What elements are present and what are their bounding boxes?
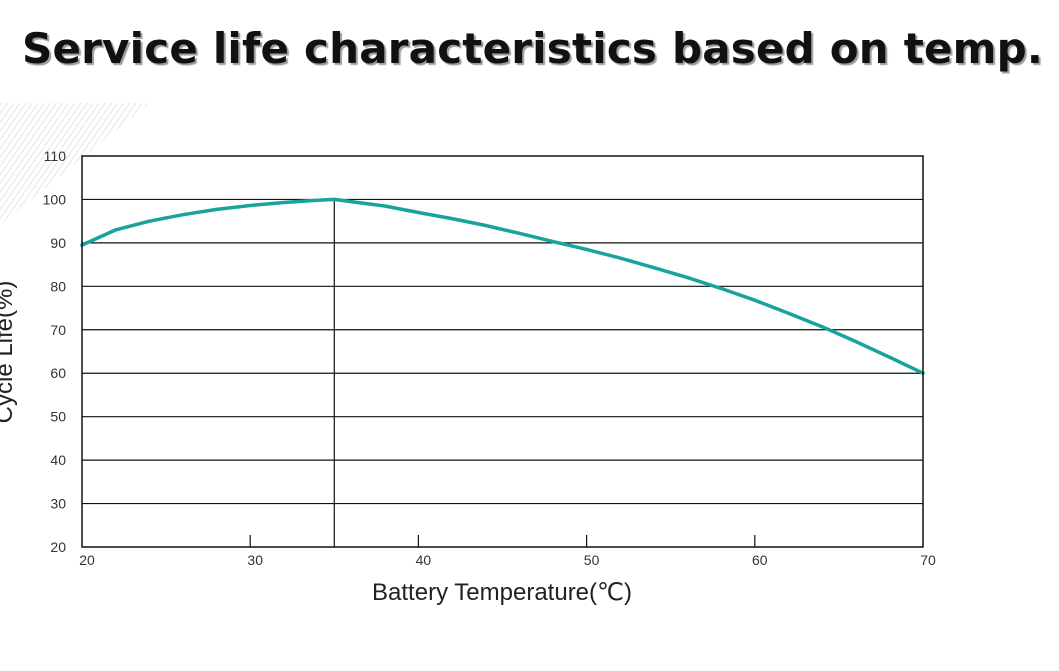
data-point	[517, 231, 521, 235]
data-point	[349, 200, 353, 204]
y-axis-label: Cycle Life(%)	[0, 281, 18, 424]
x-tick-label: 70	[920, 552, 936, 568]
data-point	[887, 355, 891, 359]
grid-lines	[82, 198, 923, 505]
x-tick-label: 20	[79, 552, 95, 568]
data-point	[854, 339, 858, 344]
y-tick-label: 30	[50, 496, 66, 512]
data-point	[450, 216, 454, 221]
x-tick-label: 60	[752, 552, 768, 568]
data-point	[147, 219, 151, 223]
y-tick-label: 110	[44, 148, 67, 164]
x-axis-label: Battery Temperature(℃)	[372, 579, 632, 606]
y-tick-label: 80	[50, 278, 66, 294]
data-point	[383, 204, 387, 208]
data-point	[484, 223, 488, 228]
data-point	[416, 210, 420, 215]
data-point	[248, 203, 252, 208]
y-tick-label: 70	[50, 322, 66, 338]
data-point	[652, 266, 656, 270]
y-tick-label: 40	[50, 452, 66, 468]
plot-frame	[81, 155, 924, 548]
data-point	[214, 207, 219, 212]
plot-area	[82, 156, 923, 547]
x-tick-marks	[249, 535, 756, 547]
data-point	[753, 298, 757, 302]
series-layer	[80, 197, 925, 375]
y-tick-label: 20	[50, 539, 66, 555]
x-tick-label: 40	[416, 552, 432, 568]
data-point	[719, 286, 723, 291]
data-point	[315, 198, 320, 202]
data-point	[332, 197, 336, 202]
data-point	[282, 200, 286, 205]
decorative-hatch	[0, 103, 150, 225]
data-point	[820, 325, 824, 329]
y-tick-label: 90	[50, 235, 66, 251]
x-tick-labels: 20 30 40 50 60 70	[79, 552, 936, 568]
data-point	[618, 256, 622, 260]
data-point	[786, 311, 791, 315]
data-point	[114, 228, 118, 232]
x-tick-label: 50	[584, 552, 600, 568]
data-point	[551, 239, 555, 244]
y-tick-label: 50	[50, 409, 66, 425]
y-tick-label: 60	[50, 365, 66, 381]
data-point	[685, 276, 690, 280]
y-tick-label: 100	[43, 191, 67, 207]
data-point	[585, 247, 589, 252]
x-tick-label: 30	[247, 552, 263, 568]
y-tick-labels: 20 30 40 50 60 70 80 90 100 110	[43, 148, 67, 555]
data-point	[181, 213, 185, 217]
slide-title: Service life characteristics based on te…	[22, 24, 1044, 73]
